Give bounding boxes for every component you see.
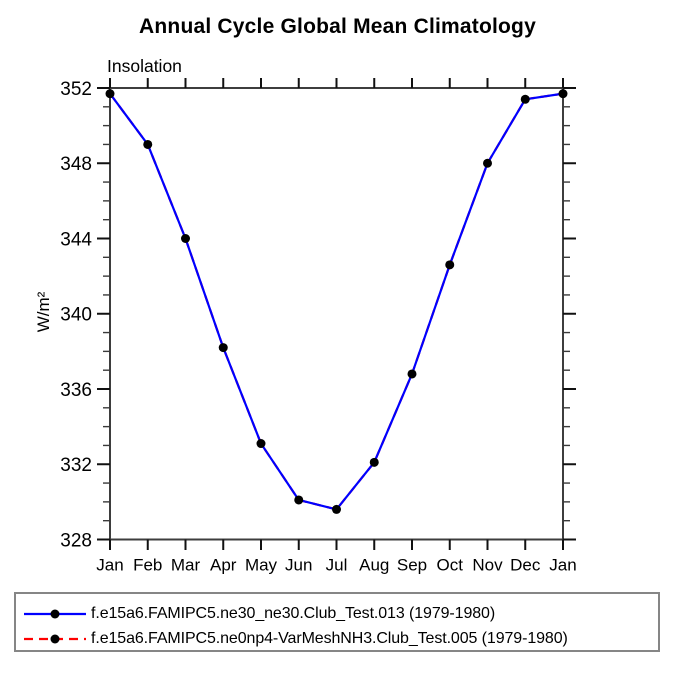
y-tick-label: 336 [60, 380, 92, 401]
y-tick-label: 332 [60, 455, 92, 476]
legend-dashed-line-icon [24, 634, 86, 643]
y-tick-label: 352 [60, 79, 92, 100]
legend-solid-line-icon [24, 609, 86, 618]
x-tick-label: Mar [171, 556, 201, 575]
y-tick-label: 344 [60, 229, 92, 250]
plot-area: 328 332 336 340 344 348 352 Jan Feb Mar Apr May Jun J… [60, 78, 577, 575]
y-tick-label: 348 [60, 154, 92, 175]
data-point-marker [407, 369, 417, 379]
data-point-marker [445, 260, 455, 270]
legend-label: f.e15a6.FAMIPC5.ne0np4-VarMeshNH3.Club_T… [91, 629, 568, 647]
series-line-1 [109, 92, 564, 511]
legend-marker-sample [50, 634, 60, 643]
data-point-marker [143, 139, 153, 149]
x-tick-label: Oct [437, 556, 464, 575]
x-tick-label: Nov [472, 556, 503, 575]
data-point-marker [520, 94, 530, 104]
y-tick-label: 328 [60, 530, 92, 551]
data-point-marker [483, 158, 492, 168]
x-tick-label: Jun [285, 556, 312, 575]
x-tick-label: Jan [549, 556, 576, 575]
legend-item: f.e15a6.FAMIPC5.ne0np4-VarMeshNH3.Club_T… [22, 626, 653, 651]
chart-title: Annual Cycle Global Mean Climatology [139, 15, 536, 38]
data-point-marker [294, 495, 304, 505]
data-point-marker [369, 457, 379, 467]
data-point-marker [558, 89, 568, 99]
plot-box [109, 87, 564, 541]
x-tick-label: Dec [510, 556, 541, 575]
data-point-marker [332, 504, 341, 514]
chart-subtitle: Insolation [107, 56, 182, 76]
legend-item: f.e15a6.FAMIPC5.ne30_ne30.Club_Test.013 … [22, 601, 653, 626]
x-tick-label: Feb [133, 556, 162, 575]
data-point-marker [105, 89, 115, 99]
data-point-marker [181, 234, 190, 243]
legend-marker-sample [50, 609, 60, 618]
legend-label: f.e15a6.FAMIPC5.ne30_ne30.Club_Test.013 … [91, 604, 496, 622]
x-tick-label: Jan [96, 556, 123, 575]
data-point-marker [256, 439, 266, 449]
data-point-marker [218, 343, 228, 353]
x-tick-label: May [245, 556, 278, 575]
x-tick-label: Jul [326, 556, 348, 575]
x-tick-label: Sep [397, 556, 427, 575]
legend: f.e15a6.FAMIPC5.ne30_ne30.Club_Test.013 … [14, 592, 660, 652]
x-tick-label: Apr [210, 556, 237, 575]
x-tick-label: Aug [359, 556, 389, 575]
y-tick-label: 340 [60, 305, 92, 326]
series-line-0 [109, 92, 564, 511]
